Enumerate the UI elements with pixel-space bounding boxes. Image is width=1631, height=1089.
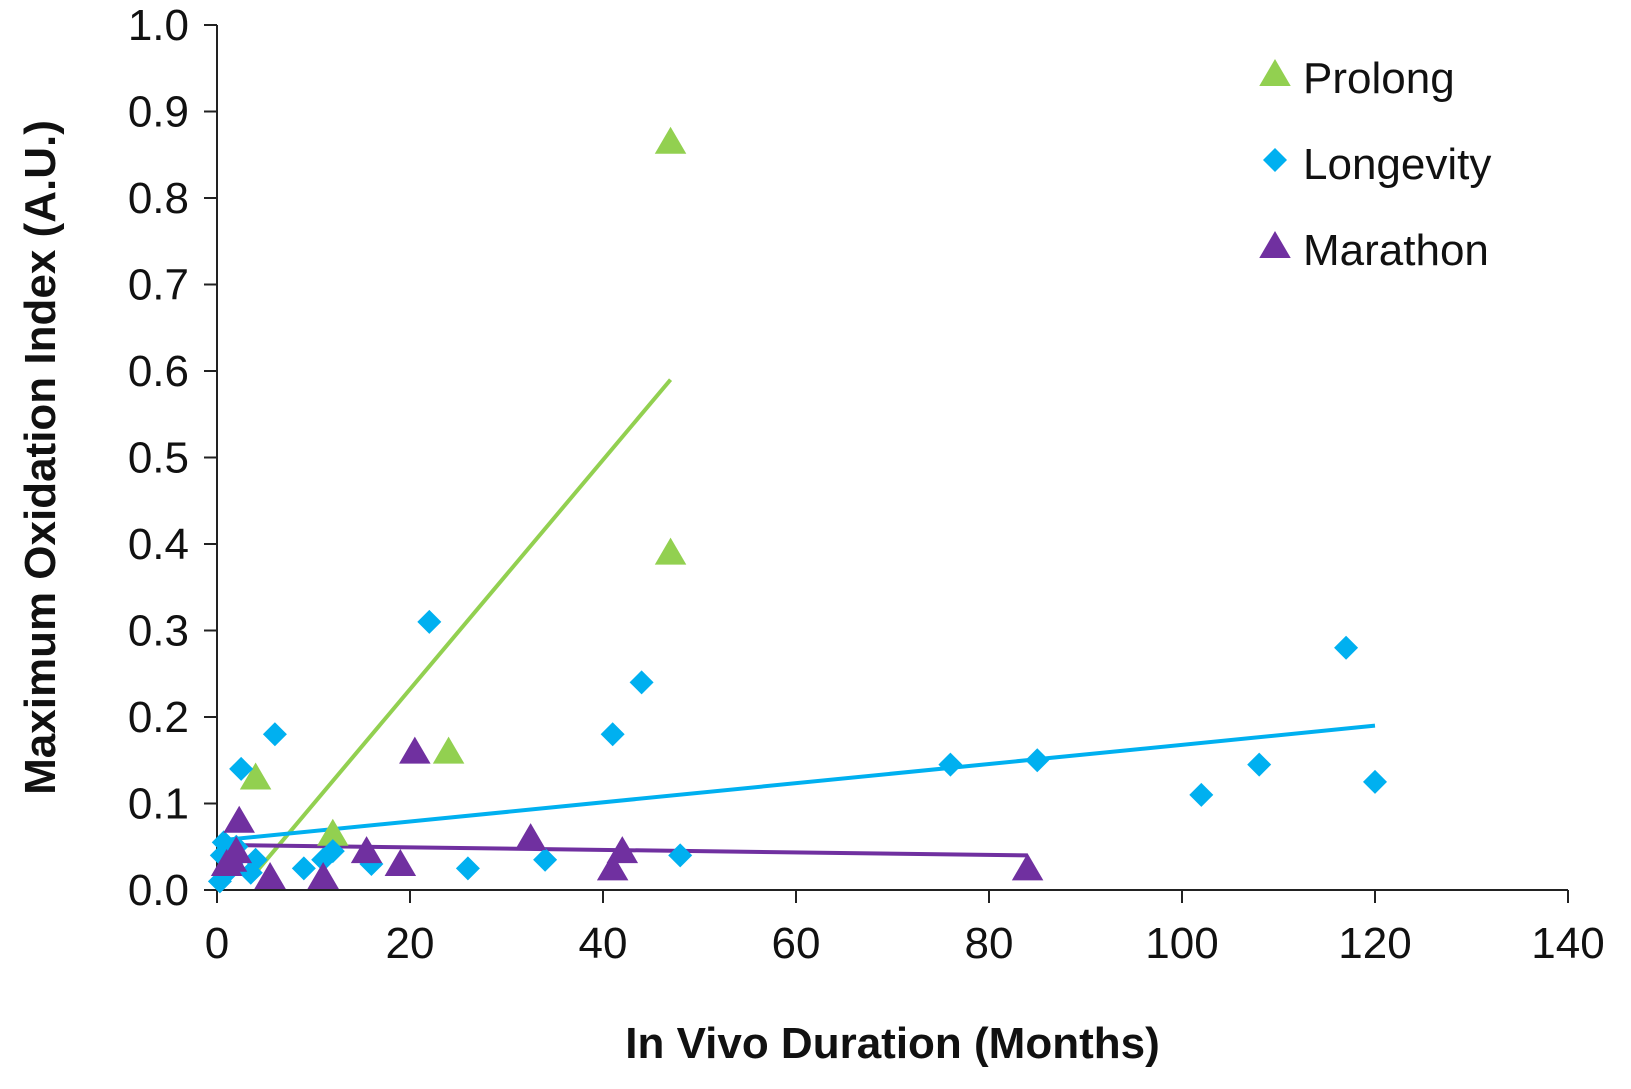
longevity-point [262,722,287,747]
marathon-point [223,805,255,833]
longevity-point [668,843,693,868]
marathon-point [350,836,383,864]
y-tick-label: 0.8 [128,174,189,223]
longevity-point [455,856,480,881]
longevity-point [1334,635,1359,660]
legend-marathon-marker [1259,231,1291,258]
legend: Prolong Longevity Marathon [1259,54,1491,275]
longevity-point [600,722,625,747]
marathon-point [596,853,629,881]
x-tick-label: 120 [1338,919,1411,968]
y-tick-label: 0.1 [128,780,189,829]
longevity-point [1363,769,1387,794]
marathon-point [384,849,417,877]
longevity-point [243,847,268,872]
y-tick-label: 1.0 [128,1,189,50]
longevity-point [229,756,254,781]
legend-marathon-label: Marathon [1303,226,1489,275]
longevity-point [320,839,345,864]
longevity-point [1025,748,1050,773]
y-tick-label: 0.7 [128,261,189,310]
y-axis-title: Maximum Oxidation Index (A.U.) [16,120,65,795]
marathon-point [514,823,547,851]
marathon-point [399,736,431,764]
x-tick-label: 140 [1531,919,1604,968]
longevity-point [291,856,316,881]
y-tick-label: 0.6 [128,347,189,396]
longevity-point [938,752,963,777]
x-tick-label: 60 [772,919,821,968]
axes: 0.0 0.1 0.2 0.3 0.4 0.5 0.6 0.7 0.8 0.9 1.0 0 20 40 60… [128,1,1605,968]
longevity-point [417,609,442,634]
marathon-point [1011,853,1044,881]
longevity-point [1189,782,1214,807]
prolong-point [654,126,687,154]
prolong-point [239,762,272,790]
longevity-trendline [216,723,1376,843]
legend-longevity-marker [1263,148,1287,172]
longevity-point [533,847,558,872]
legend-prolong-label: Prolong [1303,54,1455,103]
prolong-point [432,736,465,764]
y-tick-label: 0.3 [128,607,189,656]
longevity-point [629,670,654,695]
legend-longevity-label: Longevity [1303,140,1491,189]
x-axis-title: In Vivo Duration (Months) [625,1019,1160,1068]
y-tick-label: 0.2 [128,693,189,742]
legend-prolong-marker [1259,59,1291,86]
x-tick-label: 40 [579,919,628,968]
prolong-point [654,537,687,565]
y-tick-label: 0.4 [128,520,189,569]
x-tick-label: 0 [205,919,229,968]
longevity-point [1247,752,1272,777]
marathon-point [220,836,253,864]
x-tick-label: 20 [386,919,435,968]
marathon-point [307,862,339,890]
prolong-point [317,818,349,846]
y-tick-label: 0.0 [128,866,189,915]
marathon-point [606,836,639,864]
marathon-point [254,862,286,890]
y-tick-label: 0.5 [128,434,189,483]
data-points [207,126,1387,894]
x-tick-label: 80 [965,919,1014,968]
y-tick-label: 0.9 [128,88,189,137]
x-tick-label: 100 [1145,919,1218,968]
prolong-trendline [254,378,673,874]
